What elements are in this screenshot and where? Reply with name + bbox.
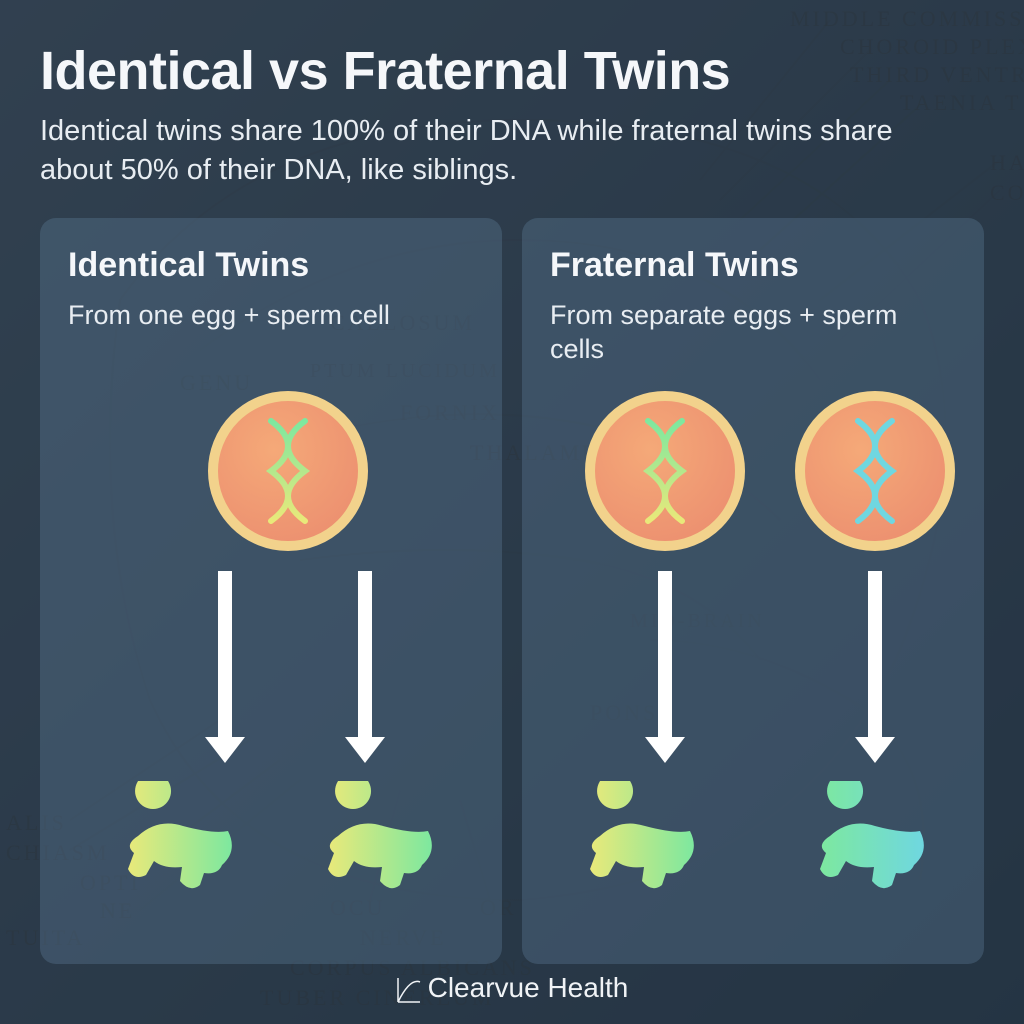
panel-fraternal: Fraternal Twins From separate eggs + spe… (522, 218, 984, 964)
dna-icon (638, 416, 692, 526)
page-subtitle: Identical twins share 100% of their DNA … (40, 112, 960, 190)
panel-identical-title: Identical Twins (68, 246, 474, 285)
baby-icon (318, 781, 448, 891)
egg-cell (585, 391, 745, 551)
baby-figure (810, 781, 940, 891)
baby-figure (580, 781, 710, 891)
panel-fraternal-sub: From separate eggs + sperm cells (550, 299, 956, 371)
logo-icon (396, 974, 422, 1004)
panels-row: Identical Twins From one egg + sperm cel… (40, 218, 984, 964)
page-title: Identical vs Fraternal Twins (40, 40, 984, 102)
viz-identical (68, 371, 474, 944)
footer: Clearvue Health (40, 964, 984, 1004)
viz-fraternal (550, 371, 956, 944)
panel-identical: Identical Twins From one egg + sperm cel… (40, 218, 502, 964)
baby-figure (118, 781, 248, 891)
arrow-down-icon (218, 571, 232, 741)
baby-icon (810, 781, 940, 891)
arrow-down-icon (868, 571, 882, 741)
egg-cell (795, 391, 955, 551)
baby-icon (580, 781, 710, 891)
baby-figure (318, 781, 448, 891)
panel-identical-sub: From one egg + sperm cell (68, 299, 474, 371)
footer-text: Clearvue Health (428, 972, 629, 1004)
arrow-down-icon (358, 571, 372, 741)
egg-cell (208, 391, 368, 551)
content-area: Identical vs Fraternal Twins Identical t… (0, 0, 1024, 1024)
baby-icon (118, 781, 248, 891)
panel-fraternal-title: Fraternal Twins (550, 246, 956, 285)
arrow-down-icon (658, 571, 672, 741)
dna-icon (261, 416, 315, 526)
dna-icon (848, 416, 902, 526)
